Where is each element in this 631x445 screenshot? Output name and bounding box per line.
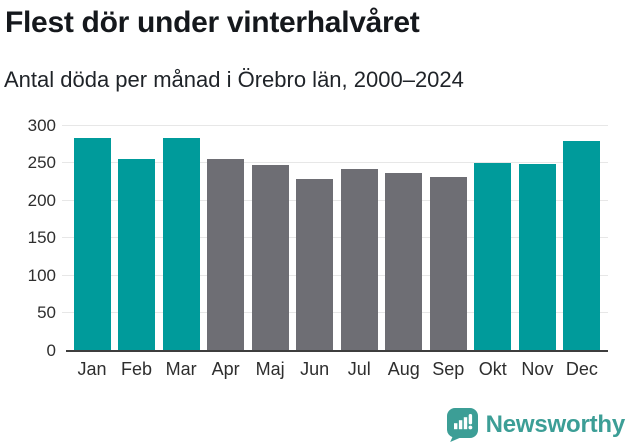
y-tick-label: 50 xyxy=(37,303,56,323)
logo-exclamation-bar xyxy=(468,414,472,425)
gridline xyxy=(62,312,608,314)
x-tick-label: Dec xyxy=(565,358,598,379)
chart-title: Flest dör under vinterhalvåret xyxy=(5,6,420,39)
bar-mar xyxy=(162,138,200,351)
y-tick-label: 200 xyxy=(27,190,56,210)
chart-card: Flest dör under vinterhalvåret Antal död… xyxy=(0,6,631,445)
x-tick-label: Aug xyxy=(387,358,420,379)
logo-bar-small xyxy=(453,423,458,430)
bar-jul xyxy=(340,169,378,351)
gridline xyxy=(62,237,608,239)
bar-chart: 0 50 100 150 200 250 300 Jan Feb Mar Apr Maj Jun Jul… xyxy=(0,116,608,380)
x-tick-label: Jun xyxy=(300,358,330,379)
x-tick-label: Feb xyxy=(121,358,153,379)
y-axis: 0 50 100 150 200 250 300 xyxy=(0,116,66,360)
newsworthy-icon xyxy=(446,408,478,442)
x-tick-label: Sep xyxy=(432,358,465,379)
x-tick-label: Jan xyxy=(77,358,107,379)
bar-sep xyxy=(429,177,467,351)
chart-subtitle: Antal döda per månad i Örebro län, 2000–… xyxy=(4,66,464,92)
bar-okt xyxy=(474,163,512,351)
newsworthy-logo: Newsworthy xyxy=(446,408,626,442)
gridline xyxy=(62,162,608,164)
bar-dec xyxy=(563,140,601,351)
gridline xyxy=(62,124,608,126)
plot-area xyxy=(62,124,608,352)
x-axis-line xyxy=(66,349,608,352)
bars xyxy=(66,126,608,351)
y-tick-label: 150 xyxy=(27,228,56,248)
x-tick-label: Okt xyxy=(478,358,507,379)
x-tick-label: Apr xyxy=(211,358,240,379)
bar-nov xyxy=(518,163,556,351)
gridline xyxy=(62,199,608,201)
x-tick-label: Jul xyxy=(347,358,371,379)
gridline xyxy=(62,274,608,276)
bar-apr xyxy=(207,158,245,351)
x-axis: Jan Feb Mar Apr Maj Jun Jul Aug Sep Okt Nov Dec xyxy=(66,359,608,380)
logo-bar-medium xyxy=(458,420,462,430)
x-tick-label: Maj xyxy=(255,358,285,379)
bar-jun xyxy=(296,178,334,351)
logo-exclamation-dot xyxy=(468,425,472,430)
y-tick-label: 250 xyxy=(27,153,56,173)
bar-jan xyxy=(73,137,111,351)
y-tick-label: 300 xyxy=(27,115,56,135)
x-tick-label: Mar xyxy=(165,358,197,379)
bar-feb xyxy=(118,158,156,351)
bar-aug xyxy=(385,172,423,351)
y-tick-label: 0 xyxy=(46,340,56,360)
bar-maj xyxy=(251,165,289,351)
newsworthy-wordmark: Newsworthy xyxy=(485,411,626,438)
x-tick-label: Nov xyxy=(521,358,554,379)
logo-bar-tall xyxy=(463,417,467,430)
y-tick-label: 100 xyxy=(27,265,56,285)
